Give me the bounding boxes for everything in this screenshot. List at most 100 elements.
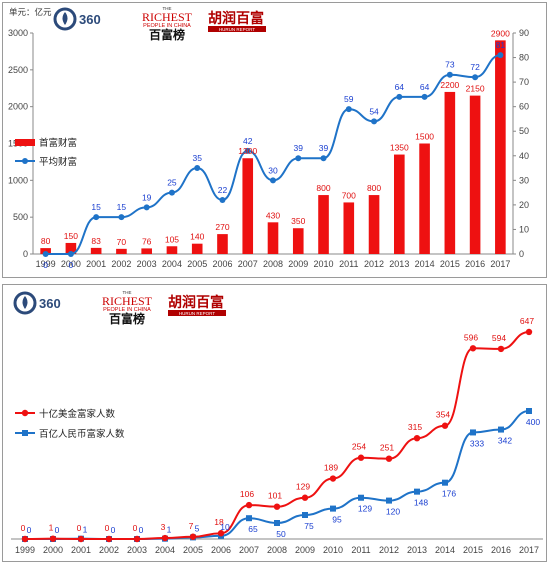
y-left-tick-label: 2000 (8, 102, 28, 112)
point-usd-1b-count (217, 530, 225, 537)
point-usd-1b-count (161, 534, 169, 542)
y-left-tick-label: 2500 (8, 65, 28, 75)
legend-swatch-marker (22, 158, 28, 164)
axes-top: 0500100015002000250030000102030405060708… (8, 28, 529, 269)
usd-value-label: 0 (133, 523, 138, 533)
rmb-value-label: 10 (220, 522, 230, 532)
bar-value-label: 105 (165, 234, 179, 244)
bar-top-wealth (419, 143, 430, 254)
bar-top-wealth (368, 195, 380, 254)
y-left-tick-label: 500 (13, 212, 28, 222)
bar-top-wealth (267, 222, 279, 254)
y-right-tick-label: 10 (519, 224, 529, 234)
point-avg-wealth (497, 52, 504, 59)
point-rmb-10b-count (470, 429, 476, 436)
x-tick-label: 1999 (36, 259, 56, 269)
bar-top-wealth (242, 158, 254, 254)
y-right-tick-label: 40 (519, 151, 529, 161)
x-tick-label: 2011 (351, 545, 370, 555)
logo-360-ring (53, 7, 77, 31)
x-tick-label: 2015 (463, 545, 483, 555)
x-tick-label: 2004 (162, 259, 182, 269)
legend-label-usd: 十亿美金富家人数 (39, 408, 116, 420)
point-usd-1b-count (497, 345, 505, 353)
point-avg-wealth (219, 196, 226, 203)
logo-360-drop (22, 296, 28, 309)
point-rmb-10b-count (302, 512, 308, 518)
x-tick-label: 2016 (491, 545, 511, 555)
point-avg-wealth (446, 71, 453, 78)
point-avg-wealth (244, 147, 251, 154)
point-rmb-10b-count (386, 497, 392, 504)
x-tick-label: 2007 (238, 259, 258, 269)
rmb-value-label: 129 (358, 504, 372, 514)
logo-richest-the: THE (123, 290, 132, 295)
legend-label-line: 平均财富 (39, 156, 77, 168)
usd-value-label: 315 (408, 422, 422, 432)
usd-value-label: 106 (240, 489, 254, 499)
usd-value-label: 0 (21, 523, 26, 533)
point-avg-wealth (42, 251, 49, 257)
point-usd-1b-count (413, 435, 421, 442)
logo-richest-title: RICHEST (102, 294, 153, 308)
point-usd-1b-count (357, 454, 365, 461)
bar-value-label: 80 (41, 236, 51, 246)
bars-top (40, 40, 506, 254)
y-right-tick-label: 0 (519, 249, 524, 259)
point-usd-1b-count (273, 503, 281, 510)
y-right-tick-label: 70 (519, 77, 529, 87)
point-avg-wealth (320, 155, 327, 162)
x-tick-label: 2011 (339, 259, 358, 269)
rmb-value-label: 176 (442, 489, 456, 499)
x-tick-label: 2010 (314, 259, 334, 269)
legend-label-rmb: 百亿人民币富家人数 (39, 428, 125, 440)
usd-value-label: 3 (161, 522, 166, 532)
x-tick-label: 2004 (155, 545, 175, 555)
bar-top-wealth (343, 202, 355, 254)
logo-hurun-bar (168, 310, 226, 316)
rmb-value-label: 333 (470, 438, 484, 448)
y-right-tick-label: 80 (519, 53, 529, 63)
y-left-tick-label: 0 (23, 249, 28, 259)
x-tick-label: 2012 (364, 259, 384, 269)
point-rmb-10b-count (414, 488, 420, 495)
lines-bottom (21, 328, 533, 543)
point-rmb-10b-count (498, 426, 504, 433)
point-usd-1b-count (469, 345, 477, 352)
line-value-label: 22 (218, 185, 228, 195)
logo-360-drop (62, 12, 68, 25)
point-usd-1b-count (189, 533, 197, 540)
point-avg-wealth (118, 214, 125, 221)
rmb-value-label: 65 (248, 524, 258, 534)
usd-value-label: 129 (296, 482, 310, 492)
line-top (42, 52, 504, 257)
x-tick-label: 2007 (239, 545, 259, 555)
bar-top-wealth (217, 234, 228, 254)
point-usd-1b-count (133, 535, 141, 543)
bar-value-label: 2150 (466, 84, 485, 94)
bar-top-wealth (166, 246, 178, 254)
line-value-label: 15 (91, 202, 101, 212)
logo-hurun-cn: 胡润百富 (208, 10, 264, 26)
point-usd-1b-count (105, 535, 113, 543)
point-usd-1b-count (385, 455, 393, 462)
point-usd-1b-count (301, 494, 309, 501)
legend-marker-rmb (22, 430, 28, 436)
x-tick-label: 2005 (187, 259, 207, 269)
point-avg-wealth (371, 118, 378, 125)
line-value-label: 64 (420, 82, 430, 92)
point-avg-wealth (421, 93, 428, 100)
usd-value-label: 647 (520, 316, 534, 326)
point-usd-1b-count (245, 501, 253, 509)
x-tick-label: 2002 (111, 259, 131, 269)
point-avg-wealth (472, 74, 479, 81)
legend-label-bar: 首富财富 (39, 137, 77, 149)
rmb-value-label: 148 (414, 498, 428, 508)
rmb-value-label: 5 (195, 523, 200, 533)
rmb-value-label: 0 (55, 525, 60, 535)
x-tick-label: 2006 (211, 545, 231, 555)
x-tick-label: 2013 (407, 545, 427, 555)
